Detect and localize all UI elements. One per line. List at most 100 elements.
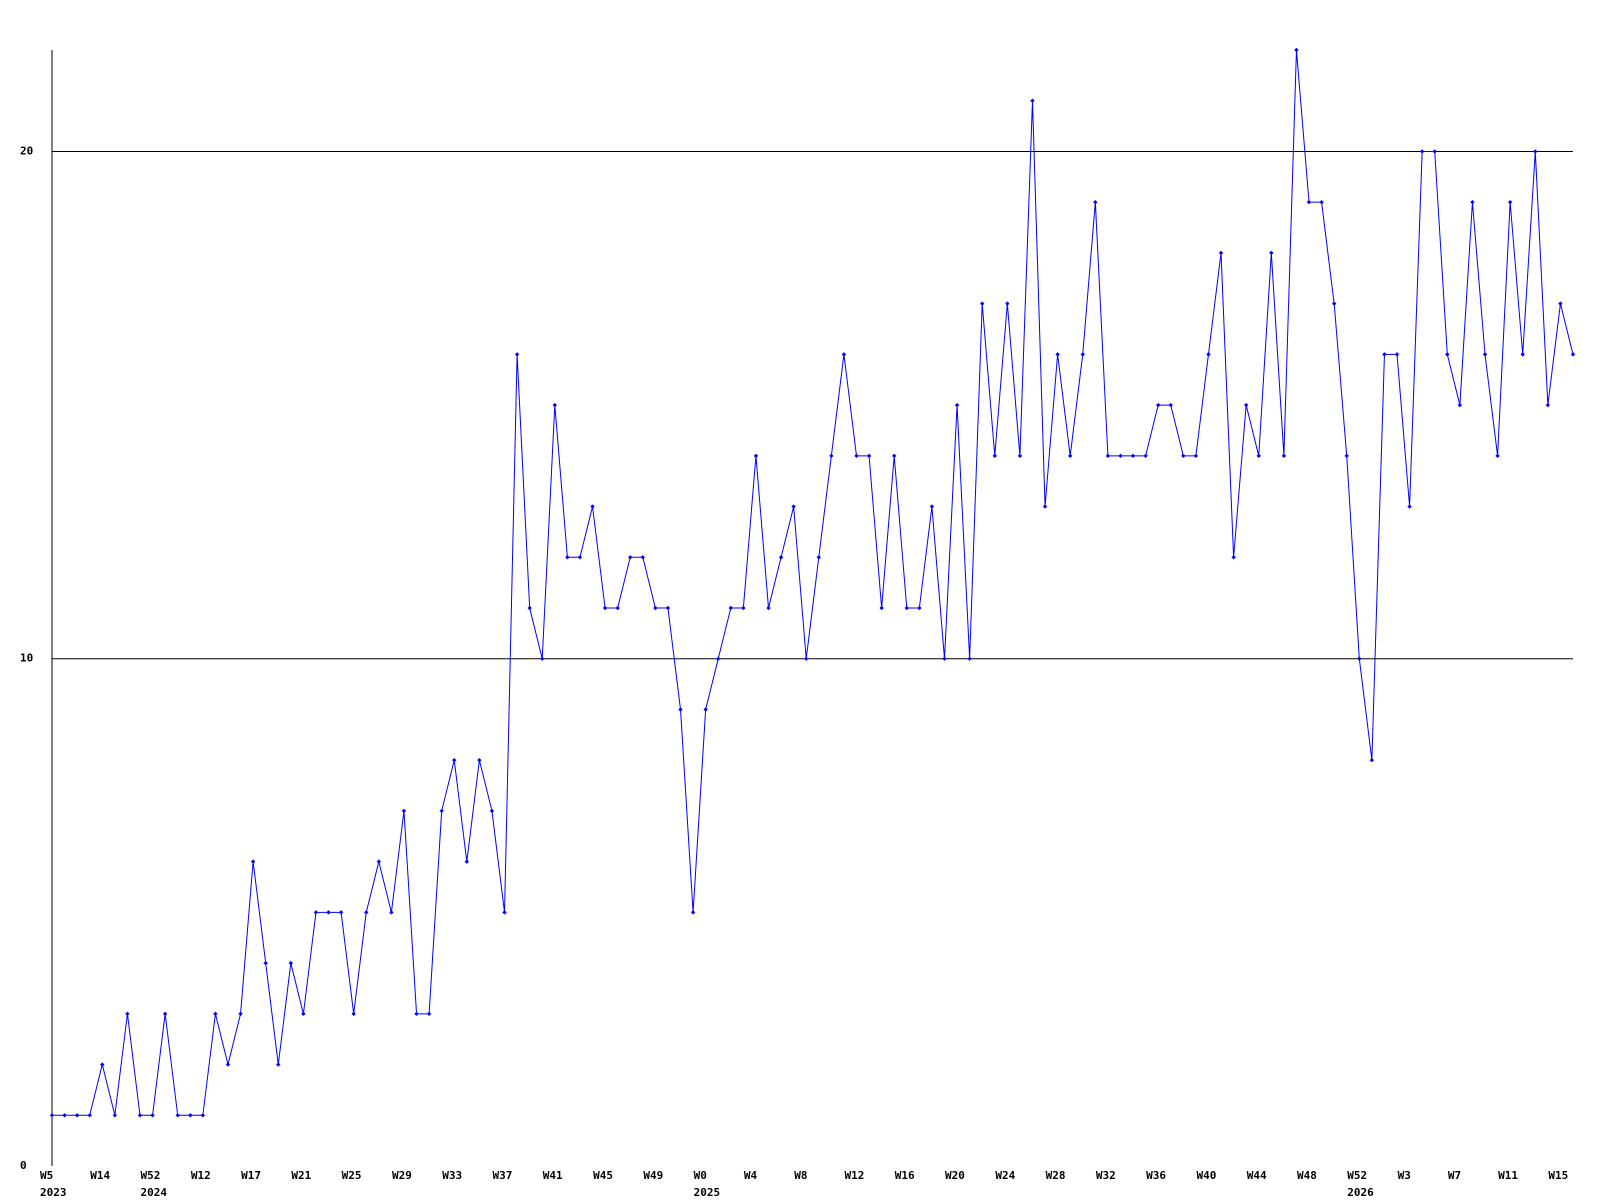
marker <box>49 1113 55 1118</box>
x-tick-label: W16 <box>895 1169 915 1182</box>
marker <box>816 555 821 560</box>
x-year-label: 2023 <box>40 1186 67 1199</box>
marker <box>125 1011 130 1017</box>
marker <box>175 1113 180 1118</box>
marker <box>1306 199 1312 205</box>
x-year-label: 2026 <box>1347 1186 1374 1199</box>
x-tick-label: W12 <box>191 1169 211 1182</box>
marker <box>263 960 268 966</box>
marker <box>1042 504 1048 509</box>
marker <box>1382 352 1387 357</box>
marker <box>250 859 256 864</box>
marker <box>829 453 834 459</box>
marker <box>653 605 658 611</box>
marker <box>753 453 759 459</box>
marker <box>527 605 532 611</box>
marker <box>502 910 507 915</box>
marker <box>188 1113 193 1118</box>
x-tick-label: W7 <box>1448 1169 1461 1182</box>
x-tick-label: W4 <box>744 1169 758 1182</box>
marker <box>112 1113 118 1118</box>
marker <box>1243 402 1249 408</box>
marker <box>565 555 570 560</box>
marker <box>1130 453 1136 459</box>
marker <box>804 656 809 661</box>
x-tick-label: W15 <box>1548 1169 1568 1182</box>
x-tick-label: W20 <box>945 1169 965 1182</box>
x-tick-label: W37 <box>493 1169 513 1182</box>
marker <box>665 605 671 611</box>
marker <box>1331 301 1337 306</box>
marker <box>213 1011 218 1017</box>
marker <box>389 910 394 915</box>
x-tick-label: W36 <box>1146 1169 1166 1182</box>
marker <box>74 1113 80 1118</box>
marker <box>992 453 997 459</box>
marker <box>514 352 520 357</box>
marker <box>1369 757 1375 763</box>
marker <box>552 402 558 408</box>
marker <box>778 555 784 560</box>
x-tick-label: W33 <box>442 1169 462 1182</box>
marker <box>1118 453 1123 459</box>
marker <box>640 555 646 560</box>
marker <box>313 910 319 915</box>
marker <box>1168 402 1173 408</box>
marker <box>200 1113 206 1118</box>
x-tick-label: W24 <box>995 1169 1015 1182</box>
x-year-label: 2024 <box>141 1186 168 1199</box>
marker <box>1344 453 1349 459</box>
marker <box>1155 402 1161 408</box>
x-tick-label: W48 <box>1297 1169 1317 1182</box>
marker <box>628 555 633 560</box>
x-tick-label: W41 <box>543 1169 563 1182</box>
marker <box>1093 199 1098 205</box>
x-tick-label: W17 <box>241 1169 261 1182</box>
x-tick-label: W45 <box>593 1169 613 1182</box>
marker <box>150 1113 155 1118</box>
marker <box>1143 453 1148 459</box>
marker <box>87 1113 92 1118</box>
marker <box>1533 149 1538 154</box>
marker <box>766 605 771 611</box>
marker <box>728 605 733 611</box>
marker <box>401 808 407 814</box>
x-tick-label: W5 <box>40 1169 53 1182</box>
line <box>52 49 1574 1116</box>
x-tick-label: W8 <box>794 1169 807 1182</box>
marker <box>338 910 344 915</box>
marker <box>904 605 909 611</box>
marker <box>426 1011 432 1017</box>
marker <box>791 504 796 509</box>
y-tick-label: 10 <box>20 652 33 665</box>
marker <box>716 656 721 661</box>
marker <box>942 656 947 661</box>
marker <box>741 605 746 611</box>
marker <box>1231 555 1236 560</box>
marker <box>1470 199 1475 205</box>
marker <box>1017 453 1023 459</box>
marker <box>892 453 897 459</box>
marker <box>1520 352 1525 357</box>
marker <box>1495 453 1500 459</box>
marker <box>1445 352 1450 357</box>
x-tick-label: W40 <box>1196 1169 1216 1182</box>
marker <box>1432 149 1437 154</box>
marker <box>1055 352 1060 357</box>
marker <box>703 707 708 712</box>
marker <box>1067 453 1073 459</box>
marker <box>326 910 331 915</box>
marker <box>276 1062 281 1067</box>
marker <box>1394 352 1400 357</box>
marker <box>577 555 583 560</box>
marker <box>967 656 972 661</box>
marker <box>1206 352 1211 357</box>
x-tick-label: W11 <box>1498 1169 1518 1182</box>
marker <box>477 757 482 763</box>
marker <box>879 605 884 611</box>
marker <box>540 656 545 661</box>
x-tick-label: W49 <box>643 1169 663 1182</box>
marker <box>854 453 859 459</box>
marker <box>954 402 960 408</box>
